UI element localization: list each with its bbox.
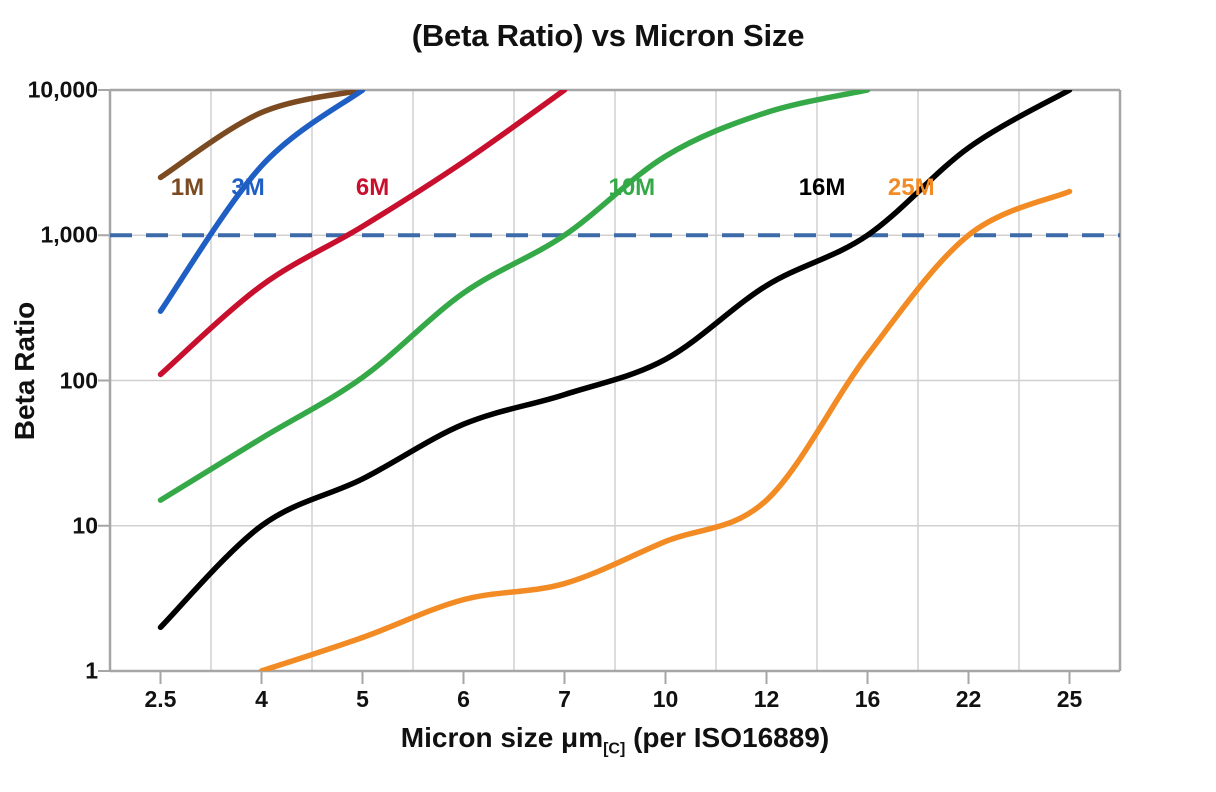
series-label-6m: 6M xyxy=(355,174,390,202)
x-tick-label: 12 xyxy=(753,686,780,712)
series-label-10m: 10M xyxy=(608,174,656,202)
series-line-3m xyxy=(157,90,366,314)
x-tick-label: 22 xyxy=(955,686,982,712)
y-tick-label: 1,000 xyxy=(40,221,98,248)
x-axis-title-subscript: [C] xyxy=(603,740,626,758)
x-axis-title-main: Micron size μm xyxy=(400,722,604,753)
x-tick-label: 2.5 xyxy=(144,686,177,712)
series-label-1m: 1M xyxy=(170,174,205,202)
series-line-25m xyxy=(258,188,1073,671)
x-tick-label: 5 xyxy=(356,686,369,712)
x-tick-label: 10 xyxy=(652,686,679,712)
chart-title: (Beta Ratio) vs Micron Size xyxy=(411,18,805,53)
series-label-16m: 16M xyxy=(798,174,846,202)
series-label-3m: 3M xyxy=(231,174,265,202)
series-line-1m xyxy=(157,90,366,181)
x-tick-label: 7 xyxy=(558,686,571,712)
series-line-6m xyxy=(157,90,568,378)
x-tick-label: 6 xyxy=(457,686,470,712)
y-tick-label: 1 xyxy=(85,657,98,684)
series-line-16m xyxy=(157,90,1073,631)
x-tick-label: 25 xyxy=(1056,686,1083,712)
series-line-10m xyxy=(157,90,871,503)
axis-ticks xyxy=(98,89,1071,684)
x-axis-title-tail: (per ISO16889) xyxy=(625,722,830,753)
x-tick-label: 4 xyxy=(255,686,268,712)
x-axis-title: Micron size μm[C] (per ISO16889) xyxy=(110,722,1120,759)
y-tick-label: 10 xyxy=(72,512,98,539)
y-tick-label: 10,000 xyxy=(27,76,98,103)
x-tick-label: 16 xyxy=(854,686,881,712)
series-label-25m: 25M xyxy=(887,174,935,202)
y-tick-label: 100 xyxy=(59,367,98,393)
series-curves xyxy=(157,90,1073,671)
